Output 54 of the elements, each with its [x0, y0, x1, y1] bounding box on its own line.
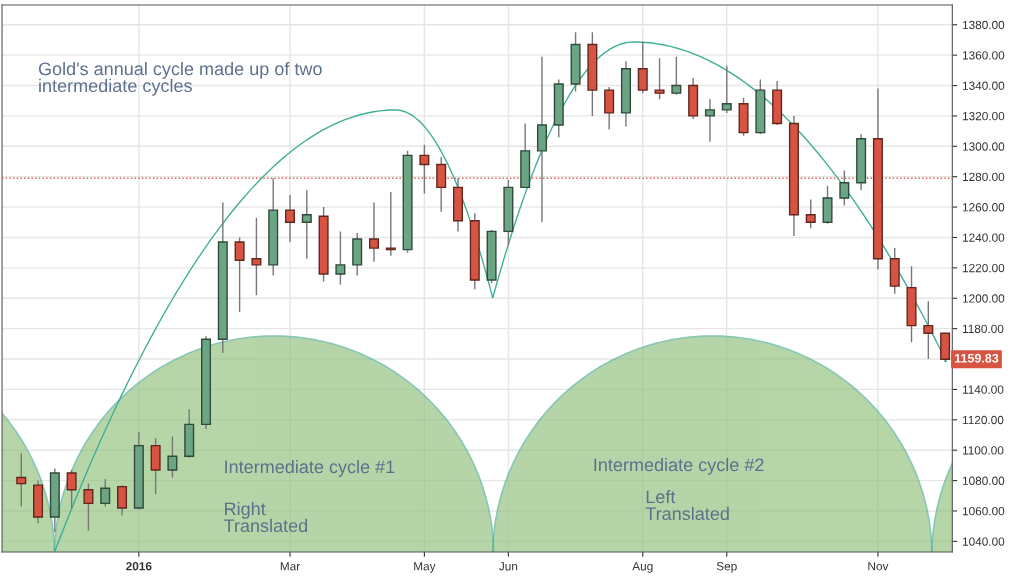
y-tick-label: 1120.00: [962, 415, 1004, 425]
text: 1159.83: [955, 353, 999, 363]
candlestick: [671, 55, 682, 96]
candlestick: [805, 198, 816, 230]
candlestick: [284, 194, 296, 243]
candlestick: [234, 236, 245, 313]
x-tick-label: Sep: [716, 562, 737, 573]
y-tick-label: 1380.00: [962, 20, 1005, 30]
candlestick: [704, 98, 715, 143]
candlestick: [301, 189, 312, 260]
candlestick: [117, 484, 128, 517]
y-tick-label: 1060.00: [962, 507, 1005, 516]
candlestick: [83, 482, 94, 532]
candlestick: [637, 40, 648, 94]
candlestick: [66, 469, 77, 509]
annotation: Intermediate cycle #2: [594, 458, 764, 475]
y-tick-label: 1260.00: [962, 203, 1005, 212]
annotation: Right Translated: [223, 502, 308, 533]
x-tick-label: Mar: [280, 562, 300, 571]
candlestick: [335, 230, 346, 286]
y-tick-label: 1280.00: [962, 172, 1005, 182]
candlestick: [721, 65, 732, 114]
y-tick-label: 1140.00: [962, 385, 1004, 394]
candlestick: [923, 300, 934, 360]
candlestick: [839, 169, 850, 207]
candlestick: [436, 156, 447, 213]
x-tick-label: May: [414, 562, 436, 573]
y-tick-label: 1360.00: [962, 51, 1005, 60]
y-tick-label: 1320.00: [962, 111, 1005, 121]
candlestick: [419, 144, 430, 195]
y-tick-label: 1040.00: [962, 537, 1005, 546]
candlestick: [385, 191, 396, 257]
y-tick-label: 1240.00: [962, 233, 1005, 242]
y-tick-label: 1100.00: [962, 446, 1004, 455]
x-tick-label: Nov: [868, 562, 889, 571]
x-tick-label: 2016: [126, 562, 152, 571]
annotation: Gold's annual cycle made up of two intermediate cycles: [38, 62, 322, 96]
annotation: Left Translated: [645, 490, 729, 521]
candlestick: [100, 478, 111, 508]
candlestick: [368, 201, 380, 263]
y-tick-label: 1340.00: [962, 81, 1005, 90]
candlestick: [251, 217, 262, 296]
candlestick: [16, 452, 27, 508]
candlestick: [654, 57, 665, 100]
y-tick-label: 1080.00: [962, 476, 1005, 485]
candlestick: [604, 86, 615, 131]
y-tick-label: 1300.00: [962, 142, 1005, 151]
y-tick-label: 1180.00: [962, 324, 1004, 334]
y-tick-label: 1220.00: [962, 263, 1005, 273]
y-tick-label: 1200.00: [962, 294, 1005, 303]
x-tick-label: Aug: [632, 562, 653, 573]
candlestick: [167, 435, 178, 479]
annotation: Intermediate cycle #1: [225, 460, 395, 477]
x-tick-label: Jun: [499, 562, 518, 571]
